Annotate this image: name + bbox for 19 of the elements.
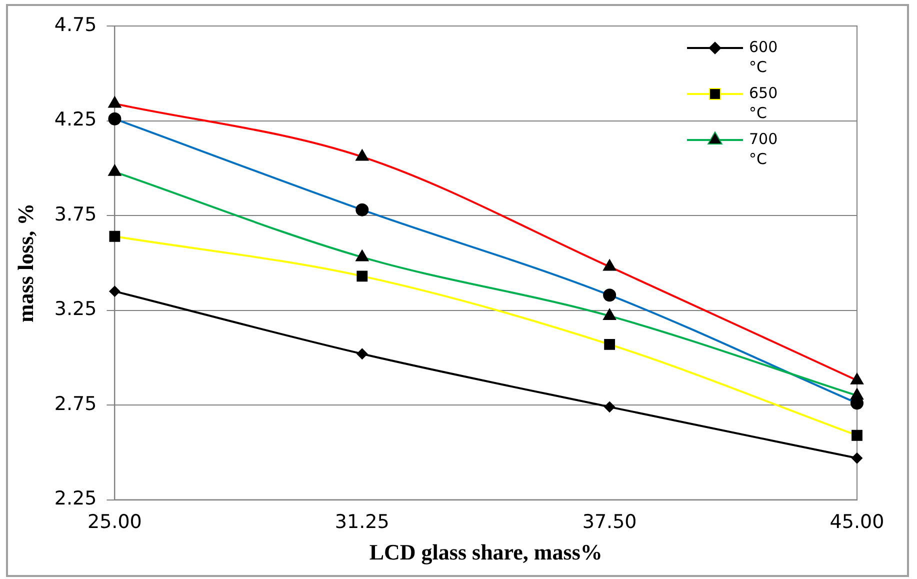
y-tick-label: 3.75 [54,203,97,226]
x-tick-label: 31.25 [334,511,390,534]
legend-label: 650 °C [749,84,778,122]
legend-label: 700 °C [749,130,778,168]
point [109,286,120,297]
y-axis-title: mass loss, % [12,203,38,322]
x-tick-label: 37.50 [582,511,637,534]
point [852,452,862,464]
x-tick-label: 25.00 [88,511,142,534]
point [604,401,616,412]
y-tick-label: 3.25 [54,298,97,320]
legend-label: 600 °C [749,38,778,76]
x-axis-title: LCD glass share, mass% [369,539,602,564]
y-tick-label: 4.25 [54,108,97,131]
y-tick-label: 2.75 [54,392,97,415]
y-tick-label: 2.25 [54,488,97,510]
x-tick-label: 45.00 [830,511,884,534]
point [356,348,368,360]
y-tick-label: 4.75 [54,14,97,36]
